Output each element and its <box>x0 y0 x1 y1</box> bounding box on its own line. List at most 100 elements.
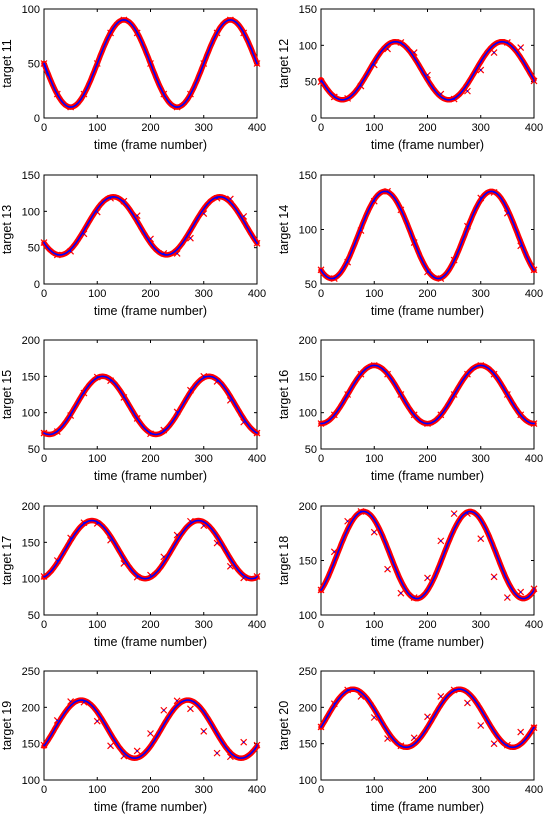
x-tick-label: 100 <box>365 619 383 631</box>
truth-point <box>136 750 139 752</box>
x-tick-label: 100 <box>365 288 383 300</box>
truth-point <box>136 214 139 217</box>
truth-point <box>439 539 442 542</box>
truth-point <box>466 512 469 515</box>
x-tick-label: 300 <box>472 122 490 134</box>
x-tick-label: 300 <box>472 453 490 465</box>
y-tick-label: 50 <box>28 444 40 456</box>
y-tick-label: 150 <box>299 4 317 16</box>
truth-point <box>453 688 456 691</box>
truth-point <box>176 411 179 413</box>
truth-point <box>202 212 205 215</box>
truth-point <box>109 32 112 34</box>
x-tick-label: 200 <box>418 122 436 134</box>
truth-point <box>176 534 179 536</box>
x-tick-label: 300 <box>195 288 213 300</box>
chart-panel-5: 0 100 200 300 400 50 100 150 200 time (frame numb… <box>0 335 266 483</box>
truth-point <box>216 542 218 544</box>
truth-point <box>533 80 535 82</box>
y-tick-label: 50 <box>305 444 317 456</box>
truth-point <box>320 726 322 728</box>
truth-point <box>256 62 258 65</box>
truth-point <box>229 399 232 402</box>
truth-point <box>162 429 165 432</box>
y-tick-label: 100 <box>22 574 40 586</box>
truth-point <box>493 742 495 745</box>
x-tick-label: 200 <box>141 453 159 465</box>
truth-point <box>346 97 349 100</box>
y-tick-label: 0 <box>34 279 40 291</box>
x-tick-label: 300 <box>472 784 490 796</box>
truth-point <box>360 373 362 376</box>
truth-point <box>162 709 165 712</box>
truth-point <box>43 744 45 747</box>
truth-point <box>333 277 336 280</box>
x-axis-label: time (frame number) <box>371 800 484 814</box>
truth-line <box>320 688 535 749</box>
truth-point <box>533 726 535 729</box>
x-axis-label: time (frame number) <box>371 469 484 483</box>
estimate-line <box>41 194 260 258</box>
truth-point <box>122 755 125 757</box>
x-tick-label: 200 <box>418 619 436 631</box>
y-tick-label: 150 <box>299 739 317 751</box>
truth-point <box>346 261 349 264</box>
y-tick-label: 100 <box>299 225 317 237</box>
truth-point <box>149 574 152 576</box>
x-tick-label: 0 <box>41 288 47 300</box>
chart-panel-6: 0 100 200 300 400 50 100 150 200 time (frame numb… <box>277 335 543 483</box>
truth-point <box>333 96 336 98</box>
truth-point <box>399 592 402 595</box>
plot-area <box>43 505 258 616</box>
truth-point <box>96 376 99 378</box>
truth-line <box>320 364 535 425</box>
y-axis-label: target 13 <box>0 205 14 254</box>
x-tick-label: 400 <box>525 288 543 300</box>
truth-point <box>506 212 509 215</box>
truth-point <box>413 51 416 54</box>
truth-point <box>256 744 258 747</box>
x-tick-label: 300 <box>195 619 213 631</box>
x-tick-label: 0 <box>318 784 324 796</box>
truth-point <box>69 414 72 417</box>
truth-point <box>43 575 45 578</box>
x-tick-label: 100 <box>365 122 383 134</box>
x-tick-label: 400 <box>525 784 543 796</box>
truth-point <box>413 241 416 244</box>
truth-point <box>229 198 232 200</box>
truth-point <box>109 379 112 382</box>
truth-point <box>346 688 349 691</box>
y-tick-label: 150 <box>299 371 317 383</box>
truth-point <box>466 225 469 228</box>
x-axis-label: time (frame number) <box>94 635 207 649</box>
y-tick-label: 150 <box>22 739 40 751</box>
truth-point <box>346 393 349 396</box>
truth-point <box>229 565 232 568</box>
truth-point <box>519 731 522 733</box>
truth-point <box>453 512 456 515</box>
truth-point <box>333 550 336 553</box>
x-tick-label: 200 <box>141 619 159 631</box>
x-tick-label: 400 <box>525 619 543 631</box>
truth-point <box>506 41 509 44</box>
truth-point <box>216 32 218 34</box>
truth-point <box>320 80 322 83</box>
truth-point <box>43 241 45 244</box>
truth-start-segment <box>43 63 50 76</box>
y-tick-label: 200 <box>299 335 317 347</box>
x-tick-label: 300 <box>195 453 213 465</box>
truth-point <box>242 577 245 579</box>
truth-point <box>399 208 402 211</box>
truth-point <box>333 413 336 416</box>
y-tick-label: 200 <box>299 501 317 513</box>
truth-point <box>122 562 125 565</box>
truth-point <box>162 93 165 95</box>
y-tick-label: 250 <box>22 666 40 678</box>
y-tick-label: 50 <box>305 279 317 291</box>
truth-point <box>216 197 218 200</box>
truth-point <box>426 577 429 579</box>
truth-point <box>479 69 482 71</box>
truth-point <box>56 93 59 95</box>
